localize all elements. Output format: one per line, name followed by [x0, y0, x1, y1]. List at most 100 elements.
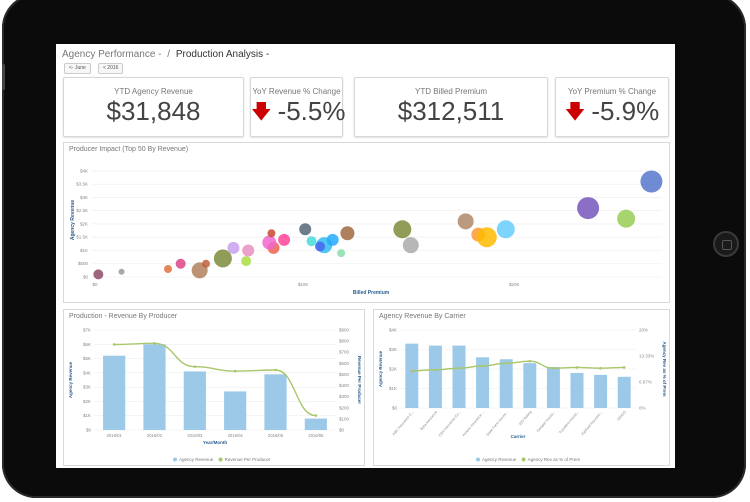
x-tick-label: $0	[92, 282, 98, 287]
breadcrumb-current[interactable]: Production Analysis -	[175, 49, 270, 60]
down-arrow-icon: 🡇	[564, 101, 586, 123]
scatter-point	[118, 268, 125, 275]
kpi-yoy-premium-change: YoY Premium % Change 🡇 -5.9%	[555, 77, 669, 137]
kpi-title: YTD Agency Revenue	[114, 87, 193, 96]
y-tick-label: $1.5K	[76, 235, 88, 240]
scatter-point	[241, 256, 252, 267]
y-tick-label: $4K	[83, 370, 91, 375]
x-tick-label: 2016/05	[268, 433, 284, 438]
chart-title: Production - Revenue By Producer	[69, 313, 178, 320]
y-tick-label: $1K	[80, 248, 88, 253]
line-point	[504, 361, 508, 365]
producer-impact-panel: Producer Impact (Top 50 By Revenue) $0 $5…	[63, 142, 670, 303]
home-button[interactable]	[713, 231, 739, 257]
bar	[304, 418, 327, 430]
x-tick-label: $20K	[509, 282, 520, 287]
y-tick-label: $4K	[389, 328, 397, 333]
y-tick-label: $2.5K	[76, 208, 88, 213]
x-tick-label: Kemper Insura...	[536, 410, 556, 433]
legend-swatch	[218, 457, 223, 462]
scatter-point	[640, 170, 663, 193]
scatter-point	[337, 249, 346, 258]
x-tick-label: ISG Rating	[518, 410, 532, 426]
line-point	[457, 366, 461, 370]
y-tick-label: $3K	[80, 195, 88, 200]
x-tick-label: Travelers Insura...	[558, 410, 580, 435]
year-filter-button[interactable]: < 2016	[98, 63, 124, 74]
scatter-point	[476, 227, 497, 248]
kpi-value: $31,848	[106, 96, 201, 126]
x-tick-label: Americ Insurance ...	[462, 410, 486, 437]
breadcrumb: Agency Performance - / Production Analys…	[62, 49, 269, 60]
scatter-point	[278, 233, 291, 246]
y-tick-label: $0	[392, 406, 398, 411]
y-tick-label: $1K	[389, 386, 397, 391]
y-tick-label: $2K	[80, 221, 88, 226]
chart-title: Agency Revenue By Carrier	[379, 313, 466, 320]
bar	[452, 345, 466, 408]
kpi-value: $312,511	[397, 96, 505, 126]
producer-impact-chart: $0 $500 $1K $1.5K $2K $2.5K $3K $3.5K $4K $0 $10K $…	[70, 168, 663, 296]
scatter-point	[262, 235, 277, 250]
scatter-point	[164, 265, 172, 274]
y-tick-label: $3K	[389, 347, 397, 352]
line-point	[481, 364, 484, 368]
x-axis-label: Year/Month	[203, 440, 228, 445]
breadcrumb-parent[interactable]: Agency Performance -	[62, 49, 162, 60]
y-axis-label: Agency Revenue	[378, 350, 383, 387]
bar	[570, 372, 584, 408]
x-tick-label: 2016/04	[228, 433, 244, 438]
kpi-title: YTD Billed Premium	[414, 87, 487, 96]
revenue-by-carrier-panel: Agency Revenue By Carrier $0 $1K $2K $3K $4K…	[373, 309, 670, 466]
y-axis-label: Agency Revenue	[68, 361, 73, 398]
scatter-point	[617, 209, 636, 228]
y-tick-label: $3K	[83, 385, 91, 390]
y2-tick-label: 0%	[639, 406, 646, 411]
scatter-point	[299, 223, 312, 236]
x-axis-label: Carrier	[511, 434, 526, 439]
scatter-point	[457, 213, 474, 230]
y-tick-label: $2K	[389, 367, 397, 372]
kpi-value: -5.9%	[591, 96, 660, 126]
dashboard-screen: Agency Performance - / Production Analys…	[56, 44, 675, 468]
scatter-point	[242, 244, 255, 257]
line-point	[274, 368, 277, 372]
line-point	[528, 359, 532, 363]
kpi-value: -5.5%	[277, 96, 346, 126]
bar	[546, 367, 560, 408]
scatter-point	[175, 258, 186, 269]
x-tick-label: $10K	[298, 282, 309, 287]
y2-tick-label: $700	[339, 350, 350, 355]
scatter-point	[315, 241, 325, 252]
bar	[499, 359, 513, 408]
y2-tick-label: $200	[339, 405, 350, 410]
line-point	[599, 366, 602, 370]
breadcrumb-separator: /	[167, 49, 171, 60]
bar	[523, 363, 537, 408]
month-filter-button[interactable]: <- June	[64, 63, 91, 74]
bar	[183, 371, 206, 430]
y2-tick-label: 13.33%	[639, 354, 654, 359]
line-point	[434, 368, 437, 372]
y2-tick-label: 20%	[639, 328, 648, 333]
y2-tick-label: $900	[339, 328, 350, 333]
x-tick-label: 2016/02	[147, 433, 163, 438]
y2-axis-label: Revenue Per Producer	[357, 356, 362, 405]
line-point	[193, 365, 197, 368]
bar	[405, 343, 419, 408]
scatter-point	[496, 220, 515, 239]
y2-tick-label: $100	[339, 416, 350, 421]
y-tick-label: $500	[78, 261, 89, 266]
kpi-title: YoY Premium % Change	[567, 87, 657, 96]
x-tick-label: Beta Insurance	[420, 410, 439, 431]
bar	[143, 344, 166, 430]
bar	[428, 345, 442, 408]
y-tick-label: $1K	[83, 413, 91, 418]
kpi-ytd-agency-revenue: YTD Agency Revenue $31,848	[63, 77, 244, 137]
scatter-point	[326, 233, 339, 246]
x-tick-label: ABC Insurance C...	[392, 410, 415, 436]
y-tick-label: $7K	[83, 328, 91, 333]
legend-label: Agency Rev as % of Prem	[528, 457, 581, 462]
y-tick-label: $4K	[80, 168, 88, 173]
y-tick-label: $0	[86, 428, 92, 433]
